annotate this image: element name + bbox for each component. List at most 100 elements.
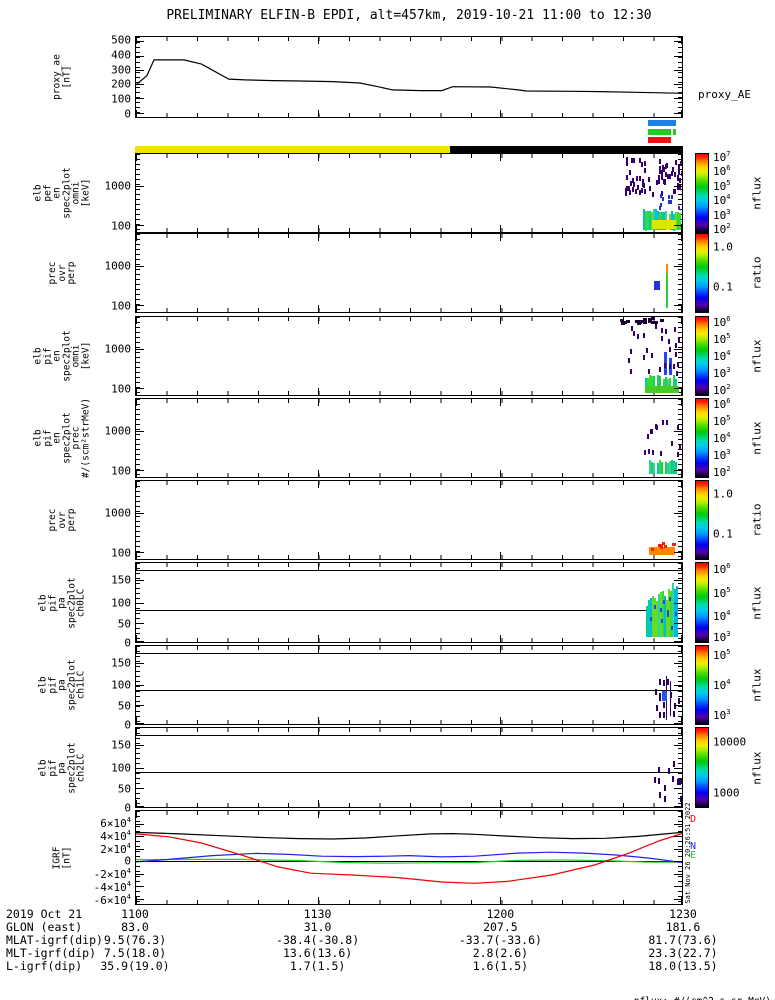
- xtick-major: [318, 552, 319, 559]
- spec-speckle: [660, 335, 663, 341]
- xtick-major: [318, 800, 319, 807]
- ytick-major: [674, 69, 682, 71]
- ytick-major: [674, 98, 682, 100]
- colorbar-tick-label: 105: [713, 585, 731, 600]
- xtick-major: [681, 717, 682, 724]
- ytick-major: [674, 266, 682, 267]
- colorbar-tick-label: 0.1: [713, 527, 733, 541]
- xtick-major: [500, 717, 501, 724]
- spec-mosaic-stripe: [656, 375, 659, 393]
- spec-mosaic-stripe: [651, 462, 654, 474]
- science-zone-bar: [647, 120, 677, 126]
- spec-speckle: [674, 159, 677, 165]
- spec-speckle: [634, 319, 639, 323]
- ytick-label: 100: [111, 92, 131, 106]
- spec-speckle: [660, 543, 664, 547]
- ytick-major: [136, 836, 144, 838]
- spec-speckle: [661, 174, 664, 180]
- x-axis-row-label: L-igrf(dip): [6, 959, 83, 973]
- xtick-major: [681, 388, 682, 395]
- colorbar-tick-label: 105: [713, 178, 731, 193]
- xtick-major: [681, 552, 682, 559]
- spec-speckle: [665, 419, 668, 425]
- xtick-major: [318, 399, 319, 406]
- ytick-label: 200: [111, 77, 131, 91]
- panel-elb_pif_pa_spec2plot_ch2LC: [135, 727, 683, 808]
- colorbar-tick-label: 103: [713, 708, 731, 723]
- ytick-major: [674, 55, 682, 57]
- ytick-major: [136, 788, 144, 789]
- spec-speckle: [679, 796, 682, 803]
- spec-speckle: [663, 178, 666, 184]
- spec-speckle: [659, 203, 662, 208]
- spec-speckle: [644, 450, 647, 455]
- spec-blob: [665, 273, 669, 309]
- x-axis-row-value: 181.6: [665, 920, 701, 934]
- spec-speckle: [638, 175, 641, 181]
- spec-speckle: [655, 689, 658, 696]
- minor-ticks-right: [678, 481, 682, 559]
- plot-title: PRELIMINARY ELFIN-B EPDI, alt=457km, 201…: [166, 8, 652, 23]
- panel-label-prec_ovr_perp_1: prec ovr perp: [46, 261, 77, 285]
- spec-speckle: [619, 319, 624, 323]
- panel-igrf: [135, 810, 683, 905]
- xtick-major: [681, 563, 682, 570]
- ytick-major: [674, 388, 682, 389]
- spec-speckle: [661, 191, 664, 197]
- spec-speckle: [667, 613, 670, 617]
- ytick-label: 100: [111, 596, 131, 609]
- colorbar-elb_pif_pa_spec2plot_ch0LC: [695, 562, 709, 643]
- ytick-major: [674, 836, 682, 838]
- spec-speckle: [661, 328, 664, 334]
- xtick-major: [136, 563, 137, 570]
- spec-mosaic-stripe: [672, 583, 674, 638]
- ytick-label: 100: [111, 219, 131, 233]
- panel-elb_pef_en_spec2plot_omni: [135, 153, 683, 233]
- colorbar-elb_pif_pa_spec2plot_ch2LC: [695, 727, 709, 808]
- proxy_ae-lines: [136, 59, 682, 94]
- xtick-major: [500, 317, 501, 324]
- ytick-major: [136, 602, 144, 604]
- xtick-major: [681, 37, 682, 44]
- ytick-label: 0: [124, 107, 131, 121]
- ytick-major: [136, 705, 144, 707]
- spec-speckle: [666, 174, 669, 180]
- loss-cone-line: [136, 735, 682, 737]
- spec-speckle: [651, 352, 654, 358]
- x-axis-row-value: 13.6(13.6): [282, 946, 353, 960]
- colorbar-tick-label: 104: [713, 431, 731, 445]
- panel-prec_ovr_perp_2: [135, 480, 683, 560]
- spec-blob: [649, 546, 676, 556]
- spec-speckle: [678, 184, 681, 190]
- xtick-major: [136, 728, 137, 735]
- ytick-major: [136, 641, 144, 642]
- xtick-major: [136, 811, 137, 818]
- ytick-major: [674, 552, 682, 553]
- spec-speckle: [673, 760, 676, 767]
- ytick-major: [674, 663, 682, 665]
- spec-speckle: [668, 194, 671, 199]
- x-axis-row-value: 207.5: [483, 920, 518, 934]
- ytick-major: [674, 705, 682, 707]
- ytick-major: [674, 899, 682, 900]
- spec-speckle: [654, 321, 659, 325]
- spec-speckle: [672, 364, 675, 370]
- spec-speckle: [678, 697, 681, 704]
- ytick-major: [674, 861, 682, 863]
- spec-mosaic-stripe: [666, 599, 668, 638]
- spec-speckle: [664, 545, 667, 549]
- ytick-major: [674, 886, 682, 888]
- xtick-major: [318, 37, 319, 44]
- spec-speckle: [662, 712, 665, 718]
- spec-speckle: [671, 775, 674, 782]
- minor-ticks-right: [678, 399, 682, 477]
- colorbar-elb_pif_en_spec2plot_prec: [695, 398, 709, 478]
- spec-speckle: [632, 158, 635, 163]
- x-axis-row-value: -33.7(-33.6): [458, 933, 542, 947]
- spec-speckle: [658, 679, 661, 686]
- igrf-legend-D: D: [690, 814, 697, 825]
- spec-speckle: [669, 200, 672, 205]
- minor-ticks-left: [136, 37, 140, 117]
- spec-speckle: [642, 320, 647, 324]
